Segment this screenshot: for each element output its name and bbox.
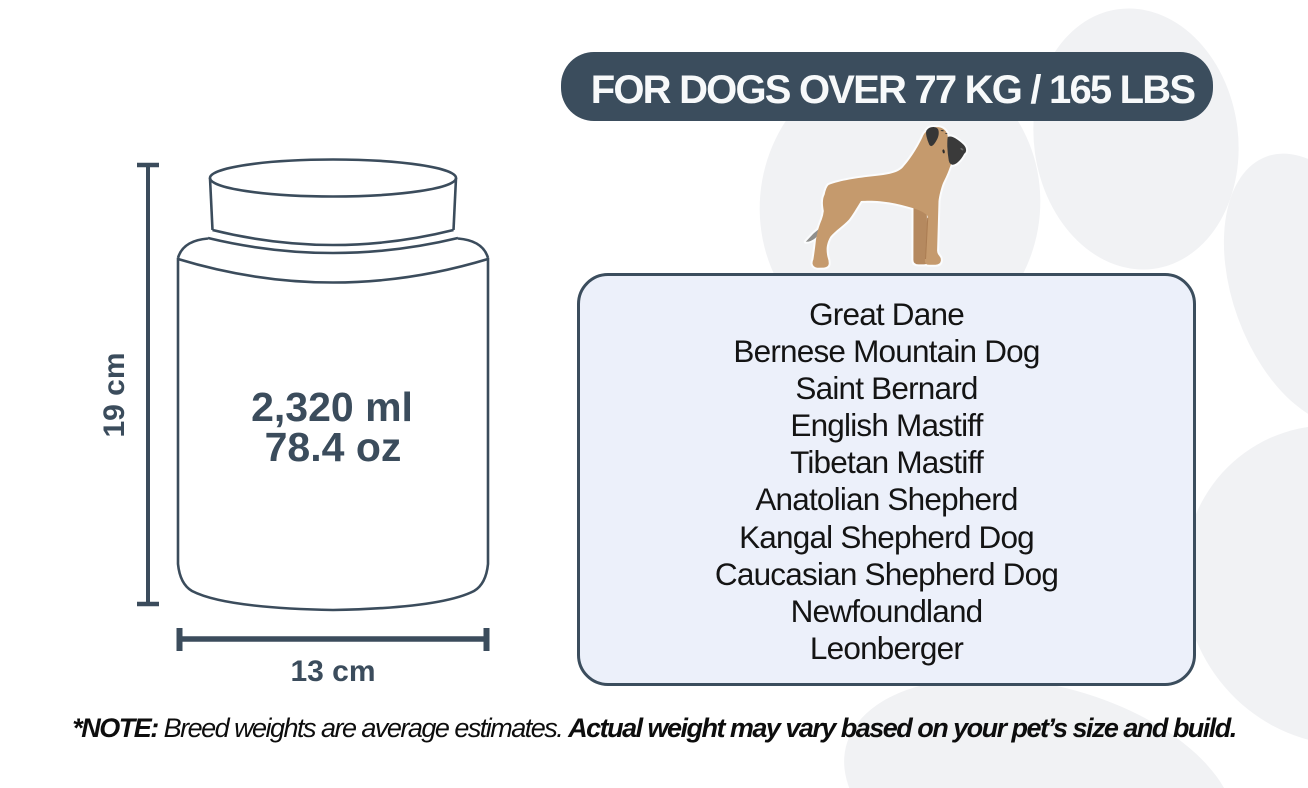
svg-text:2,320 ml: 2,320 ml [251,384,413,430]
svg-text:78.4 oz: 78.4 oz [265,424,402,470]
svg-text:19 cm: 19 cm [98,352,131,437]
svg-text:13 cm: 13 cm [290,655,375,688]
